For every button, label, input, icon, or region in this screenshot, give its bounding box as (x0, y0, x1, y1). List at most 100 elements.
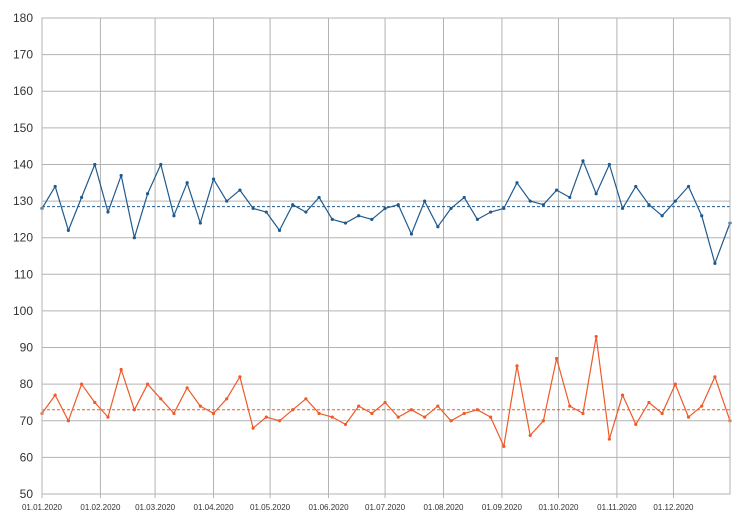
data-point (502, 206, 506, 210)
data-point (396, 203, 400, 207)
data-point (238, 188, 242, 192)
data-point (449, 206, 453, 210)
data-point (489, 210, 493, 214)
data-point (343, 422, 348, 427)
data-point (581, 159, 585, 163)
y-tick-label: 100 (13, 304, 33, 318)
y-axis-ticks: 50 60 70 80 90 100 110 120 130 140 150 160 170 180 (13, 11, 33, 501)
x-tick-label: 01.05.2020 (250, 503, 291, 512)
data-point (264, 210, 268, 214)
y-tick-label: 180 (13, 11, 33, 25)
data-point (515, 181, 519, 185)
data-point (185, 386, 189, 390)
data-point (159, 397, 163, 401)
data-point (409, 408, 414, 412)
data-point (225, 397, 229, 401)
y-tick-label: 70 (20, 414, 34, 428)
data-point (436, 225, 440, 229)
data-point (93, 400, 97, 405)
y-tick-label: 110 (14, 267, 33, 281)
data-point (330, 415, 334, 419)
data-point (528, 199, 532, 203)
data-point (132, 236, 136, 240)
y-tick-label: 170 (13, 48, 33, 62)
data-point (211, 177, 216, 181)
data-point (370, 217, 374, 221)
y-tick-label: 160 (13, 84, 33, 98)
x-tick-label: 01.12.2020 (653, 503, 694, 512)
data-point (106, 415, 110, 419)
data-point (145, 382, 150, 386)
data-point (660, 411, 664, 416)
data-point (159, 162, 163, 167)
data-point (713, 375, 717, 379)
x-tick-label: 01.04.2020 (194, 503, 235, 512)
data-point (93, 162, 97, 167)
data-point (185, 181, 189, 185)
data-point (277, 228, 282, 232)
data-point (700, 404, 704, 408)
data-point (66, 419, 70, 423)
x-tick-label: 01.03.2020 (135, 503, 176, 512)
data-point (475, 217, 480, 221)
y-tick-label: 90 (20, 341, 34, 355)
data-point (541, 419, 545, 423)
series-layer (40, 159, 732, 448)
y-tick-label: 130 (13, 194, 33, 208)
data-point (357, 404, 361, 408)
data-point (462, 195, 466, 200)
data-point (489, 415, 493, 419)
data-point (700, 214, 704, 218)
data-point (225, 199, 229, 203)
data-point (370, 411, 374, 416)
plot-border (41, 17, 731, 495)
plot-area (42, 18, 730, 494)
data-point (264, 415, 268, 419)
y-tick-label: 80 (20, 377, 34, 391)
data-point (317, 411, 321, 416)
data-point (383, 400, 387, 405)
data-point (106, 210, 110, 214)
data-point (686, 415, 691, 419)
data-point (66, 228, 70, 232)
data-point (581, 411, 585, 416)
data-point (251, 206, 255, 210)
data-point (172, 411, 176, 416)
data-point (686, 184, 691, 189)
data-point (647, 203, 651, 207)
data-point (528, 433, 532, 438)
data-point (79, 195, 84, 200)
series-0 (40, 159, 732, 265)
data-point (119, 367, 123, 372)
data-point (568, 195, 572, 200)
data-point (568, 404, 572, 408)
data-point (462, 411, 466, 416)
data-point (634, 422, 638, 427)
data-point (251, 426, 255, 430)
data-point (119, 173, 123, 178)
data-point (277, 419, 282, 423)
data-point (620, 206, 625, 210)
data-point (673, 382, 677, 386)
series-1 (40, 334, 732, 448)
data-point (673, 199, 677, 203)
x-tick-label: 01.07.2020 (365, 503, 406, 512)
data-point (502, 444, 506, 448)
data-point (317, 195, 321, 200)
data-point (79, 382, 84, 386)
data-point (396, 415, 400, 419)
data-point (53, 393, 57, 397)
x-axis-ticks: 01.01.2020 01.02.2020 01.03.2020 01.04.2020… (22, 503, 694, 512)
data-point (238, 375, 242, 379)
data-point (541, 203, 545, 207)
y-tick-label: 140 (13, 157, 33, 171)
x-tick-label: 01.01.2020 (22, 503, 63, 512)
data-point (607, 437, 611, 441)
y-tick-label: 150 (13, 121, 33, 135)
data-point (607, 162, 611, 167)
data-point (594, 334, 598, 339)
data-point (198, 404, 202, 408)
data-point (53, 184, 57, 189)
data-point (198, 221, 202, 225)
x-tick-label: 01.11.2020 (597, 503, 637, 512)
